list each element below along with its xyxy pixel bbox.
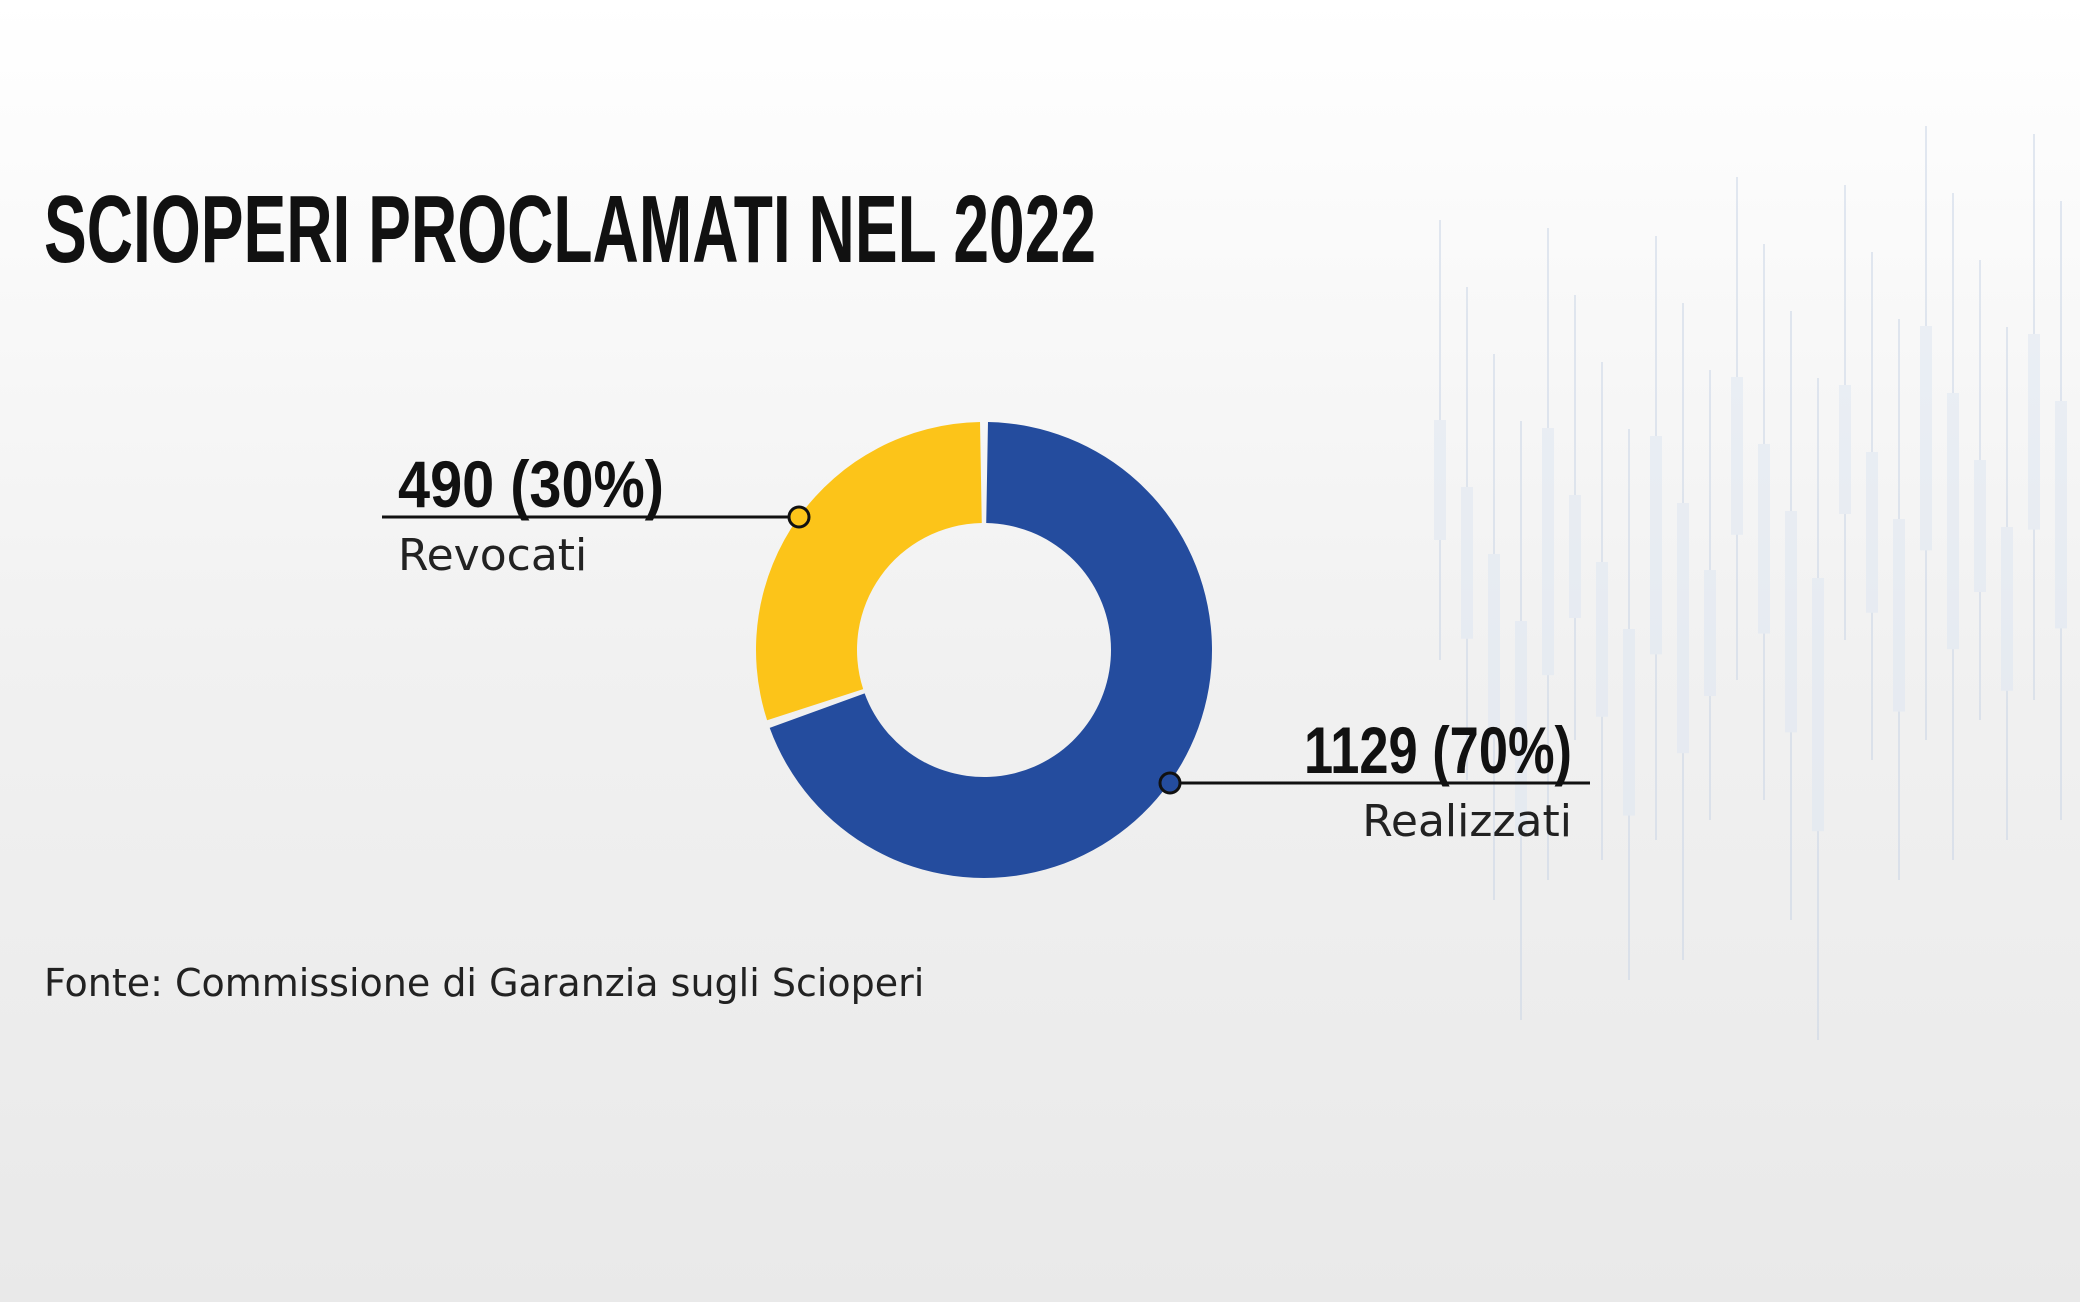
candle-body bbox=[1704, 570, 1716, 696]
candle-body bbox=[2055, 401, 2067, 629]
candle-body bbox=[1623, 629, 1635, 816]
donut-slice-realizzati bbox=[769, 422, 1212, 878]
candle-body bbox=[1677, 503, 1689, 754]
candle-body bbox=[1596, 562, 1608, 717]
candle-body bbox=[1839, 385, 1851, 514]
candle-body bbox=[1812, 578, 1824, 832]
chart-title: SCIOPERI PROCLAMATI NEL 2022 bbox=[44, 176, 1096, 283]
candle-body bbox=[1461, 487, 1473, 639]
donut bbox=[756, 422, 1212, 878]
candle-body bbox=[2028, 334, 2040, 530]
marker-revocati bbox=[787, 505, 811, 529]
donut-slice-revocati bbox=[756, 422, 982, 721]
candle-body bbox=[1920, 326, 1932, 551]
candle-body bbox=[1866, 452, 1878, 613]
value-label-realizzati: 1129 (70%) bbox=[1304, 713, 1572, 787]
candle-body bbox=[1488, 554, 1500, 738]
value-label-revocati: 490 (30%) bbox=[398, 447, 664, 521]
candle-body bbox=[1893, 519, 1905, 712]
candle-body bbox=[1542, 428, 1554, 676]
candle-body bbox=[1569, 495, 1581, 618]
slice-label-realizzati: Realizzati bbox=[1362, 796, 1572, 847]
candle-body bbox=[1947, 393, 1959, 650]
candle-body bbox=[1731, 377, 1743, 535]
marker-realizzati bbox=[1158, 771, 1182, 795]
source-note: Fonte: Commissione di Garanzia sugli Sci… bbox=[44, 961, 924, 1005]
candle-body bbox=[1650, 436, 1662, 655]
candle-body bbox=[1758, 444, 1770, 634]
candle-body bbox=[1434, 420, 1446, 540]
candle-body bbox=[2001, 527, 2013, 691]
candle-body bbox=[1785, 511, 1797, 733]
slice-label-revocati: Revocati bbox=[398, 530, 587, 581]
candle-body bbox=[1974, 460, 1986, 592]
